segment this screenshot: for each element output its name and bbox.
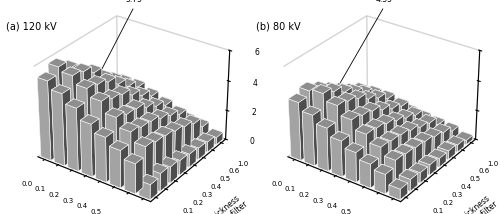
- Y-axis label: Thickness
of Cu filter
(mm): Thickness of Cu filter (mm): [456, 192, 500, 214]
- X-axis label: Thickness
of Sn filter (mm): Thickness of Sn filter (mm): [32, 210, 98, 214]
- Text: (b) 80 kV: (b) 80 kV: [256, 21, 300, 31]
- Y-axis label: Thickness
of Cu filter
(mm): Thickness of Cu filter (mm): [206, 192, 256, 214]
- X-axis label: Thickness
of Sn filter (mm): Thickness of Sn filter (mm): [282, 210, 348, 214]
- Text: (a) 120 kV: (a) 120 kV: [6, 21, 56, 31]
- Text: 4.35: 4.35: [376, 0, 393, 4]
- Text: 5.75: 5.75: [126, 0, 143, 4]
